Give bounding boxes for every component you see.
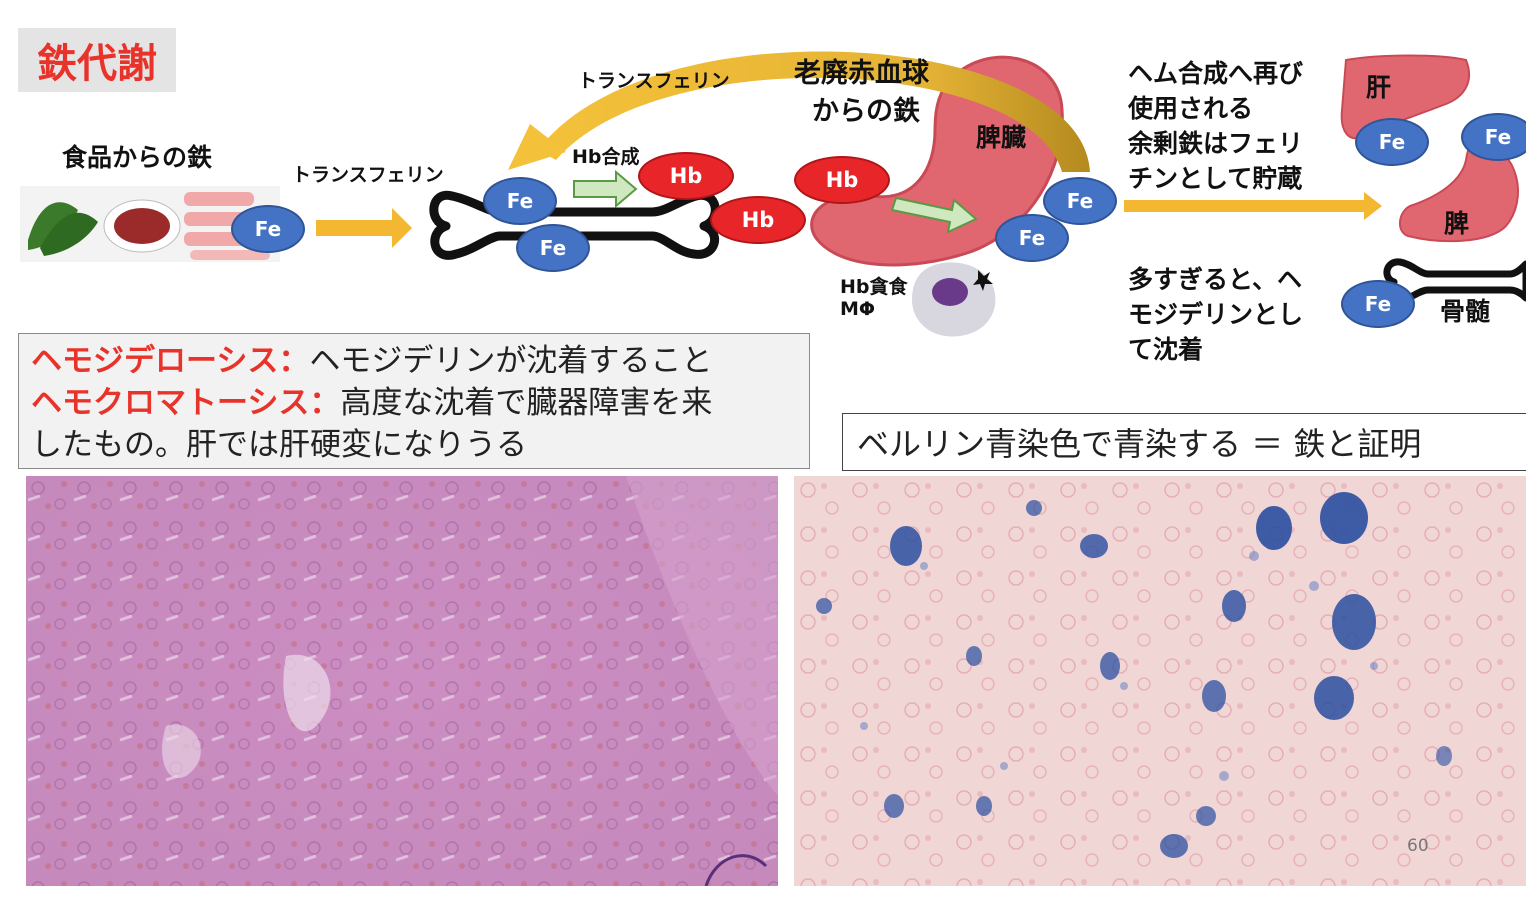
term-hemochromatosis: ヘモクロマトーシス： <box>31 385 341 421</box>
fe-badge-spleen-bottom: Fe <box>995 214 1069 262</box>
hb-synthesis-arrow <box>573 169 638 209</box>
fe-badge-food: Fe <box>231 205 305 253</box>
arrow-to-storage <box>1124 192 1382 220</box>
arrow-food-to-marrow <box>316 208 412 248</box>
hb-phago-label-2: MΦ <box>840 298 876 320</box>
definition-line-2: ヘモクロマトーシス：高度な沈着で臓器障害を来 <box>31 382 797 424</box>
spleen-small-organ <box>1399 138 1519 243</box>
page-number: 60 <box>1407 836 1429 856</box>
excess-text-2: モジデリンとし <box>1128 300 1304 329</box>
liver-organ <box>1340 54 1471 140</box>
berlin-blue-micrograph <box>794 476 1526 886</box>
fe-badge-marrow-bottom: Fe <box>516 224 590 272</box>
heme-text-1: ヘム合成へ再び <box>1128 59 1304 88</box>
hb-badge-1: Hb <box>638 152 734 200</box>
heme-text-3: 余剰鉄はフェリ <box>1128 129 1304 158</box>
slide-title: 鉄代謝 <box>18 28 176 92</box>
hb-badge-2: Hb <box>710 196 806 244</box>
bone-marrow-main <box>429 190 720 260</box>
old-rbc-label-1: 老廃赤血球 <box>794 58 929 89</box>
definitions-box: ヘモジデローシス：ヘモジデリンが沈着すること ヘモクロマトーシス：高度な沈着で臓… <box>18 333 810 469</box>
spleen-small-label: 脾 <box>1444 209 1470 238</box>
fe-badge-marrow-top: Fe <box>483 177 557 225</box>
macrophage-image <box>912 262 996 337</box>
spleen-green-arrow <box>890 196 978 234</box>
term-hemosiderosis: ヘモジデローシス： <box>31 343 310 379</box>
heme-text-4: チンとして貯蔵 <box>1128 164 1303 193</box>
desc-hemosiderosis: ヘモジデリンが沈着すること <box>309 343 713 379</box>
he-stain-micrograph <box>26 476 778 886</box>
spleen-label: 脾臓 <box>976 123 1027 152</box>
fe-badge-liver: Fe <box>1355 118 1429 166</box>
fe-badge-marrow-small: Fe <box>1341 280 1415 328</box>
fe-badge-spleen-right: Fe <box>1043 177 1117 225</box>
hb-phago-label-1: Hb貪食 <box>840 276 908 298</box>
old-rbc-label-2: からの鉄 <box>812 96 920 127</box>
liver-label: 肝 <box>1366 73 1392 102</box>
hb-synthesis-label: Hb合成 <box>572 146 640 168</box>
transferrin-recycle-arrow <box>538 51 1090 172</box>
definition-line-3: したもの。肝では肝硬変になりうる <box>31 427 527 463</box>
fe-badge-spleen-small: Fe <box>1461 113 1526 161</box>
food-iron-label: 食品からの鉄 <box>62 143 213 172</box>
berlin-blue-caption: ベルリン青染色で青染する ＝ 鉄と証明 <box>842 413 1526 471</box>
transferrin-label-2: トランスフェリン <box>578 70 730 92</box>
marrow-label: 骨髄 <box>1440 297 1491 326</box>
heme-text-2: 使用される <box>1128 94 1254 123</box>
excess-text-3: て沈着 <box>1128 335 1204 364</box>
transferrin-label-1: トランスフェリン <box>292 164 444 186</box>
definition-line-1: ヘモジデローシス：ヘモジデリンが沈着すること <box>31 340 797 382</box>
desc-hemochromatosis: 高度な沈着で臓器障害を来 <box>340 385 713 421</box>
excess-text-1: 多すぎると、ヘ <box>1128 265 1303 294</box>
iron-metabolism-diagram <box>20 51 1526 337</box>
hb-badge-3: Hb <box>794 156 890 204</box>
